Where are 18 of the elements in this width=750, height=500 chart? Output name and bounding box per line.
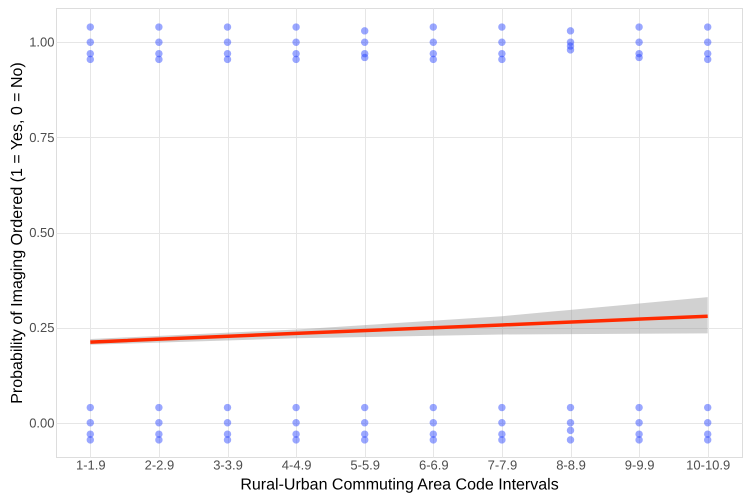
- y-tick-label: 0.00: [29, 415, 54, 430]
- x-tick-label: 9-9.9: [624, 458, 654, 472]
- x-axis-title: Rural-Urban Commuting Area Code Intervals: [240, 476, 559, 494]
- y-tick-label: 0.25: [29, 320, 54, 336]
- x-tick-label: 4-4.9: [282, 458, 312, 472]
- x-tick-label: 10-10.9: [686, 458, 730, 472]
- y-tick-label: 1.00: [29, 34, 54, 50]
- x-tick-label: 2-2.9: [144, 458, 174, 472]
- line-series: [88, 314, 710, 344]
- y-axis-title: Probability of Imaging Ordered (1 = Yes, 0 = No): [9, 62, 26, 404]
- x-tick-label: 8-8.9: [556, 458, 586, 472]
- y-tick-label: 0.50: [29, 225, 54, 240]
- y-tick-label: 0.75: [29, 130, 54, 145]
- x-tick-label: 7-7.9: [488, 458, 518, 472]
- x-tick-label: 3-3.9: [213, 458, 243, 472]
- x-tick-label: 1-1.9: [76, 458, 106, 472]
- x-tick-label: 5-5.9: [350, 458, 380, 472]
- x-tick-label: 6-6.9: [418, 458, 449, 472]
